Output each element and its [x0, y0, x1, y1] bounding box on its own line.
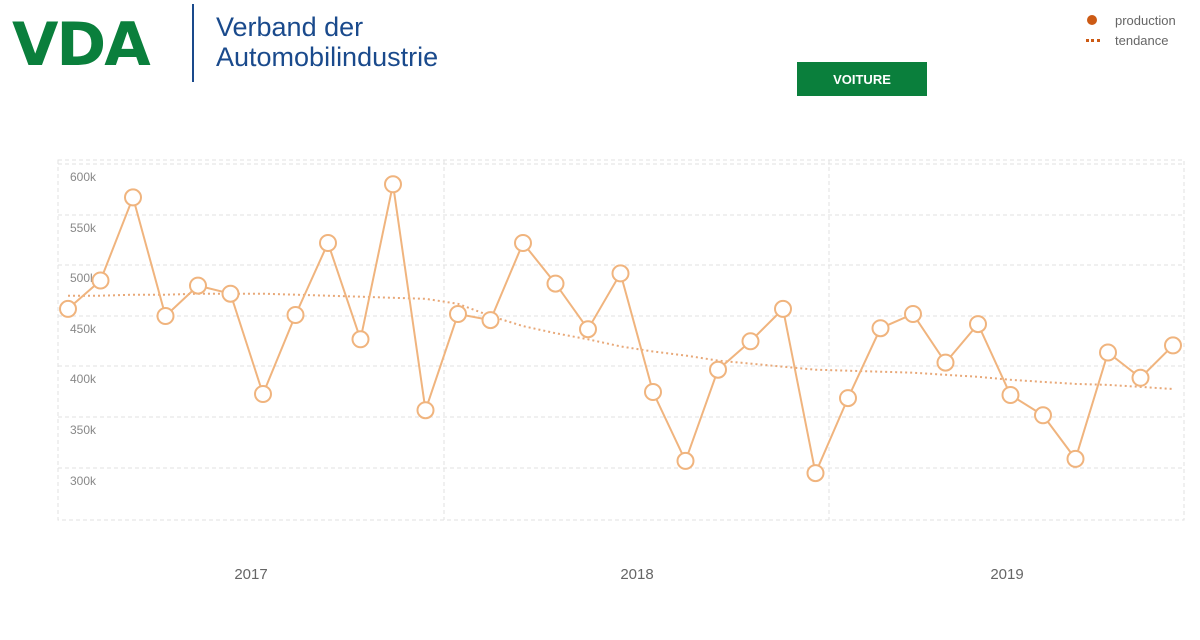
- y-tick-label: 450k: [70, 322, 97, 336]
- production-data-point: [481, 311, 500, 330]
- chart-legend: production tendance: [1086, 10, 1176, 50]
- production-data-point: [189, 276, 207, 295]
- production-data-point: [1099, 343, 1117, 362]
- plot-frame: [57, 159, 1185, 521]
- production-data-point: [1034, 406, 1052, 425]
- production-data-point: [936, 353, 955, 372]
- production-data-point: [254, 385, 272, 403]
- production-data-point: [1131, 368, 1150, 387]
- tab-voiture[interactable]: VOITURE: [797, 62, 927, 96]
- production-data-point: [1164, 336, 1182, 355]
- x-tick-label: 2018: [620, 566, 653, 583]
- legend-label-trend: tendance: [1115, 32, 1169, 48]
- production-data-point: [741, 332, 760, 351]
- y-tick-label: 600k: [70, 170, 97, 184]
- production-data-point: [871, 319, 890, 338]
- production-data-point: [676, 451, 695, 470]
- y-tick-label: 300k: [70, 474, 97, 488]
- production-data-point: [351, 330, 370, 349]
- logo-divider: [192, 4, 194, 82]
- production-data-point: [709, 360, 727, 379]
- trend-dotted-line-icon: [1086, 38, 1100, 42]
- production-data-point: [416, 401, 435, 420]
- production-data-point: [611, 264, 630, 283]
- production-data-point: [839, 389, 857, 408]
- production-data-point: [969, 315, 987, 334]
- production-data-point: [124, 188, 142, 207]
- legend-item-trend[interactable]: tendance: [1086, 30, 1176, 50]
- production-data-point: [91, 271, 110, 290]
- production-data-point: [449, 305, 467, 323]
- legend-item-production[interactable]: production: [1086, 10, 1176, 30]
- vda-logo: VDA: [12, 10, 151, 80]
- production-data-point: [579, 320, 597, 339]
- production-dot-icon: [1087, 15, 1097, 25]
- x-tick-label: 2019: [990, 566, 1023, 583]
- production-data-point: [904, 305, 922, 323]
- production-data-point: [1066, 449, 1085, 468]
- y-tick-label: 500k: [70, 271, 97, 285]
- organization-name-line-1: Verband der: [216, 12, 364, 42]
- production-data-point: [514, 234, 532, 252]
- production-data-point: [644, 383, 662, 401]
- production-series-line: [67, 184, 1174, 477]
- production-data-point: [59, 299, 77, 318]
- organization-name-line-2: Automobilindustrie: [216, 42, 439, 72]
- y-tick-label: 550k: [70, 221, 97, 235]
- x-tick-label: 2017: [234, 566, 267, 583]
- production-data-point: [1001, 386, 1020, 404]
- production-data-point: [806, 464, 825, 483]
- trend-series-line: [68, 292, 1174, 390]
- production-data-point: [221, 284, 240, 303]
- y-tick-label: 400k: [70, 372, 97, 386]
- production-data-point: [156, 307, 175, 325]
- y-tick-label: 350k: [70, 423, 97, 437]
- production-data-point: [384, 175, 402, 194]
- production-data-point: [319, 234, 337, 252]
- legend-label-production: production: [1115, 12, 1176, 28]
- organization-name: Verband der Automobilindustrie: [216, 12, 438, 72]
- production-data-point: [286, 306, 305, 324]
- production-data-point: [774, 299, 792, 318]
- production-data-point: [546, 274, 565, 293]
